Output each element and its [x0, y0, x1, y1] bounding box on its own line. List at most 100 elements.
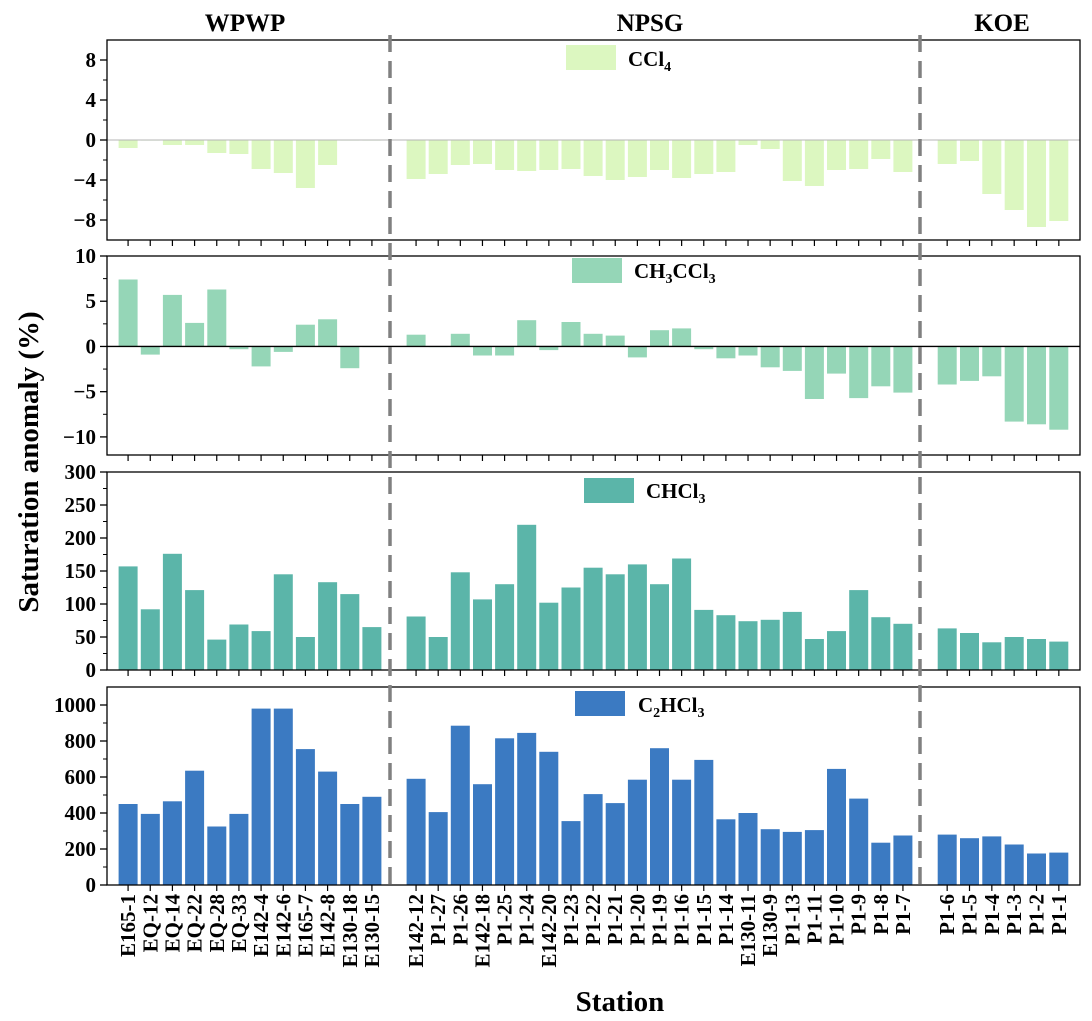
station-label: EQ-14: [160, 894, 184, 953]
bar: [650, 140, 669, 170]
bar: [273, 574, 293, 670]
bar: [960, 633, 979, 670]
bar: [804, 346, 824, 399]
station-label: E142-4: [249, 894, 273, 958]
station-label: P1-13: [780, 894, 804, 945]
bar: [694, 759, 714, 885]
bar: [960, 838, 979, 885]
station-label: P1-8: [869, 894, 893, 935]
bar: [162, 140, 182, 145]
bar: [694, 609, 714, 670]
bar: [295, 140, 315, 188]
y-tick-label: 0: [86, 658, 97, 682]
bar: [960, 346, 979, 381]
bar: [251, 631, 271, 670]
legend-swatch: [584, 478, 634, 503]
bar: [340, 346, 360, 369]
bar: [539, 602, 559, 670]
bar: [627, 346, 647, 358]
station-label: P1-25: [493, 894, 517, 945]
legend-swatch: [575, 691, 625, 716]
legend-label: C2HCl3: [638, 693, 705, 721]
bar: [162, 553, 182, 670]
bar: [495, 584, 515, 670]
bar: [694, 346, 714, 350]
bar: [1027, 853, 1046, 885]
bar: [450, 333, 470, 347]
bar: [716, 819, 736, 885]
bar: [495, 346, 515, 356]
bar: [340, 594, 360, 670]
bar: [340, 804, 360, 885]
bar: [827, 631, 846, 670]
bar: [672, 140, 692, 178]
bar: [650, 330, 669, 347]
bar: [782, 140, 802, 181]
bar: [982, 140, 1002, 194]
bar: [273, 708, 293, 885]
bar: [140, 346, 160, 355]
region-title-wpwp: WPWP: [205, 10, 286, 37]
bar: [1049, 852, 1069, 885]
bar: [849, 346, 869, 399]
bar: [118, 279, 138, 347]
bar: [185, 770, 205, 885]
bar: [428, 140, 448, 174]
bar: [849, 798, 869, 885]
bar: [251, 708, 271, 885]
legend-swatch: [566, 45, 616, 70]
bar: [318, 140, 338, 165]
bar: [229, 624, 249, 670]
station-label: P1-24: [515, 894, 539, 946]
station-label: E142-20: [537, 894, 561, 968]
bar: [295, 637, 315, 670]
station-label: P1-3: [1002, 894, 1026, 935]
bar: [937, 346, 957, 385]
bar: [982, 642, 1002, 670]
station-label: P1-4: [980, 894, 1004, 935]
bar: [738, 346, 758, 356]
bar: [716, 140, 736, 172]
bar: [207, 639, 227, 670]
bar: [406, 778, 426, 885]
y-tick-label: 300: [65, 460, 97, 484]
bar: [450, 572, 470, 670]
bar: [871, 842, 891, 885]
bar: [1027, 140, 1046, 227]
legend-text: CCl: [673, 259, 709, 283]
legend-text: CH: [634, 259, 666, 283]
bar: [1049, 140, 1069, 221]
bar: [694, 140, 714, 174]
station-label: E165-7: [293, 894, 317, 957]
bar: [937, 140, 957, 164]
bar: [893, 140, 913, 172]
bar: [1004, 346, 1024, 422]
bar: [517, 320, 537, 347]
bar: [650, 748, 669, 885]
station-label: E165-1: [116, 894, 140, 957]
bar: [738, 813, 758, 885]
bar: [605, 335, 625, 347]
bar: [207, 140, 227, 153]
bar: [650, 584, 669, 670]
bar: [1004, 140, 1024, 210]
bar: [406, 334, 426, 347]
y-tick-label: 250: [65, 493, 97, 517]
station-label: E142-6: [271, 894, 295, 957]
bar: [738, 140, 758, 145]
y-tick-label: 200: [65, 837, 97, 861]
bar: [273, 346, 293, 352]
bar: [871, 140, 891, 159]
legend-subscript: 4: [664, 60, 671, 75]
bar: [804, 639, 824, 670]
legend-subscript: 3: [709, 272, 716, 287]
bar: [406, 616, 426, 670]
bar: [406, 140, 426, 179]
bar: [229, 813, 249, 885]
y-tick-label: 100: [65, 592, 97, 616]
legend-label: CCl4: [628, 47, 671, 75]
legend-text: C: [638, 693, 653, 717]
bar: [318, 582, 338, 670]
bar: [561, 322, 581, 347]
